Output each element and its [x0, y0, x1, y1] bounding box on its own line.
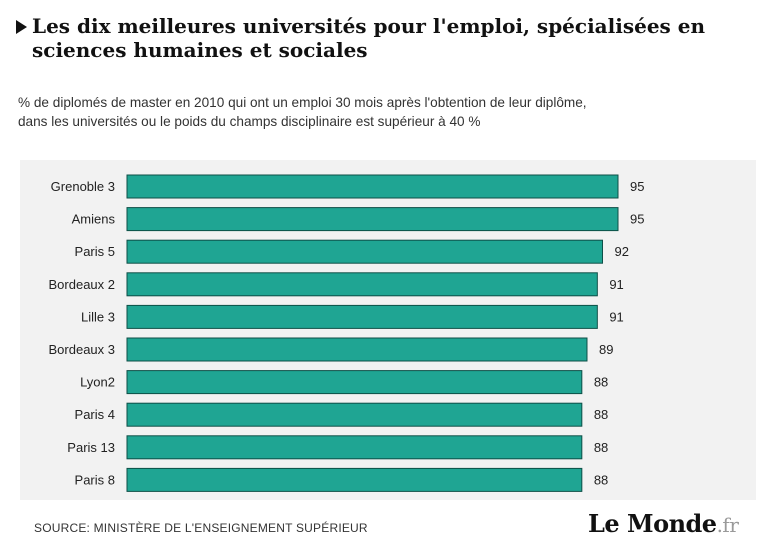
value-label: 91	[609, 277, 623, 292]
value-label: 88	[594, 472, 608, 487]
source-note: SOURCE: MINISTÈRE DE L'ENSEIGNEMENT SUPÉ…	[34, 521, 368, 535]
category-label: Lyon2	[80, 375, 115, 390]
category-label: Grenoble 3	[51, 179, 115, 194]
title-arrow-icon	[16, 20, 27, 34]
bar	[126, 207, 619, 232]
value-label: 88	[594, 407, 608, 422]
bar	[126, 304, 598, 329]
bar	[126, 370, 583, 395]
category-label: Paris 5	[75, 244, 115, 259]
logo-main: Le Monde	[588, 509, 717, 538]
category-label: Bordeaux 2	[49, 277, 116, 292]
category-label: Lille 3	[81, 309, 115, 324]
bar	[126, 272, 598, 297]
bar	[126, 337, 588, 362]
category-label: Paris 13	[67, 440, 115, 455]
category-label: Bordeaux 3	[49, 342, 116, 357]
value-label: 91	[609, 309, 623, 324]
bar-chart: Grenoble 3 95 Amiens 95 Paris 5 92 Bordeaux 2 9…	[20, 160, 756, 500]
subtitle-line-1: % de diplomés de master en 2010 qui ont …	[18, 95, 587, 110]
value-label: 95	[630, 212, 644, 227]
value-label: 95	[630, 179, 644, 194]
bars-group: Grenoble 3 95 Amiens 95 Paris 5 92 Bordeaux 2 9…	[49, 174, 644, 492]
value-label: 89	[599, 342, 613, 357]
logo-tld: .fr	[716, 513, 739, 537]
value-label: 88	[594, 375, 608, 390]
category-label: Amiens	[72, 212, 116, 227]
category-label: Paris 8	[75, 472, 115, 487]
le-monde-logo: Le Monde.fr	[588, 509, 739, 538]
title-block: Les dix meilleures universités pour l'em…	[16, 14, 756, 62]
bar	[126, 239, 603, 264]
bar	[126, 467, 583, 492]
bar	[126, 174, 619, 199]
bar	[126, 402, 583, 427]
subtitle-line-2: dans les universités ou le poids du cham…	[18, 114, 481, 129]
value-label: 92	[614, 244, 628, 259]
chart-subtitle: % de diplomés de master en 2010 qui ont …	[18, 93, 758, 131]
category-label: Paris 4	[75, 407, 115, 422]
value-label: 88	[594, 440, 608, 455]
bar	[126, 435, 583, 460]
chart-title: Les dix meilleures universités pour l'em…	[32, 14, 706, 62]
